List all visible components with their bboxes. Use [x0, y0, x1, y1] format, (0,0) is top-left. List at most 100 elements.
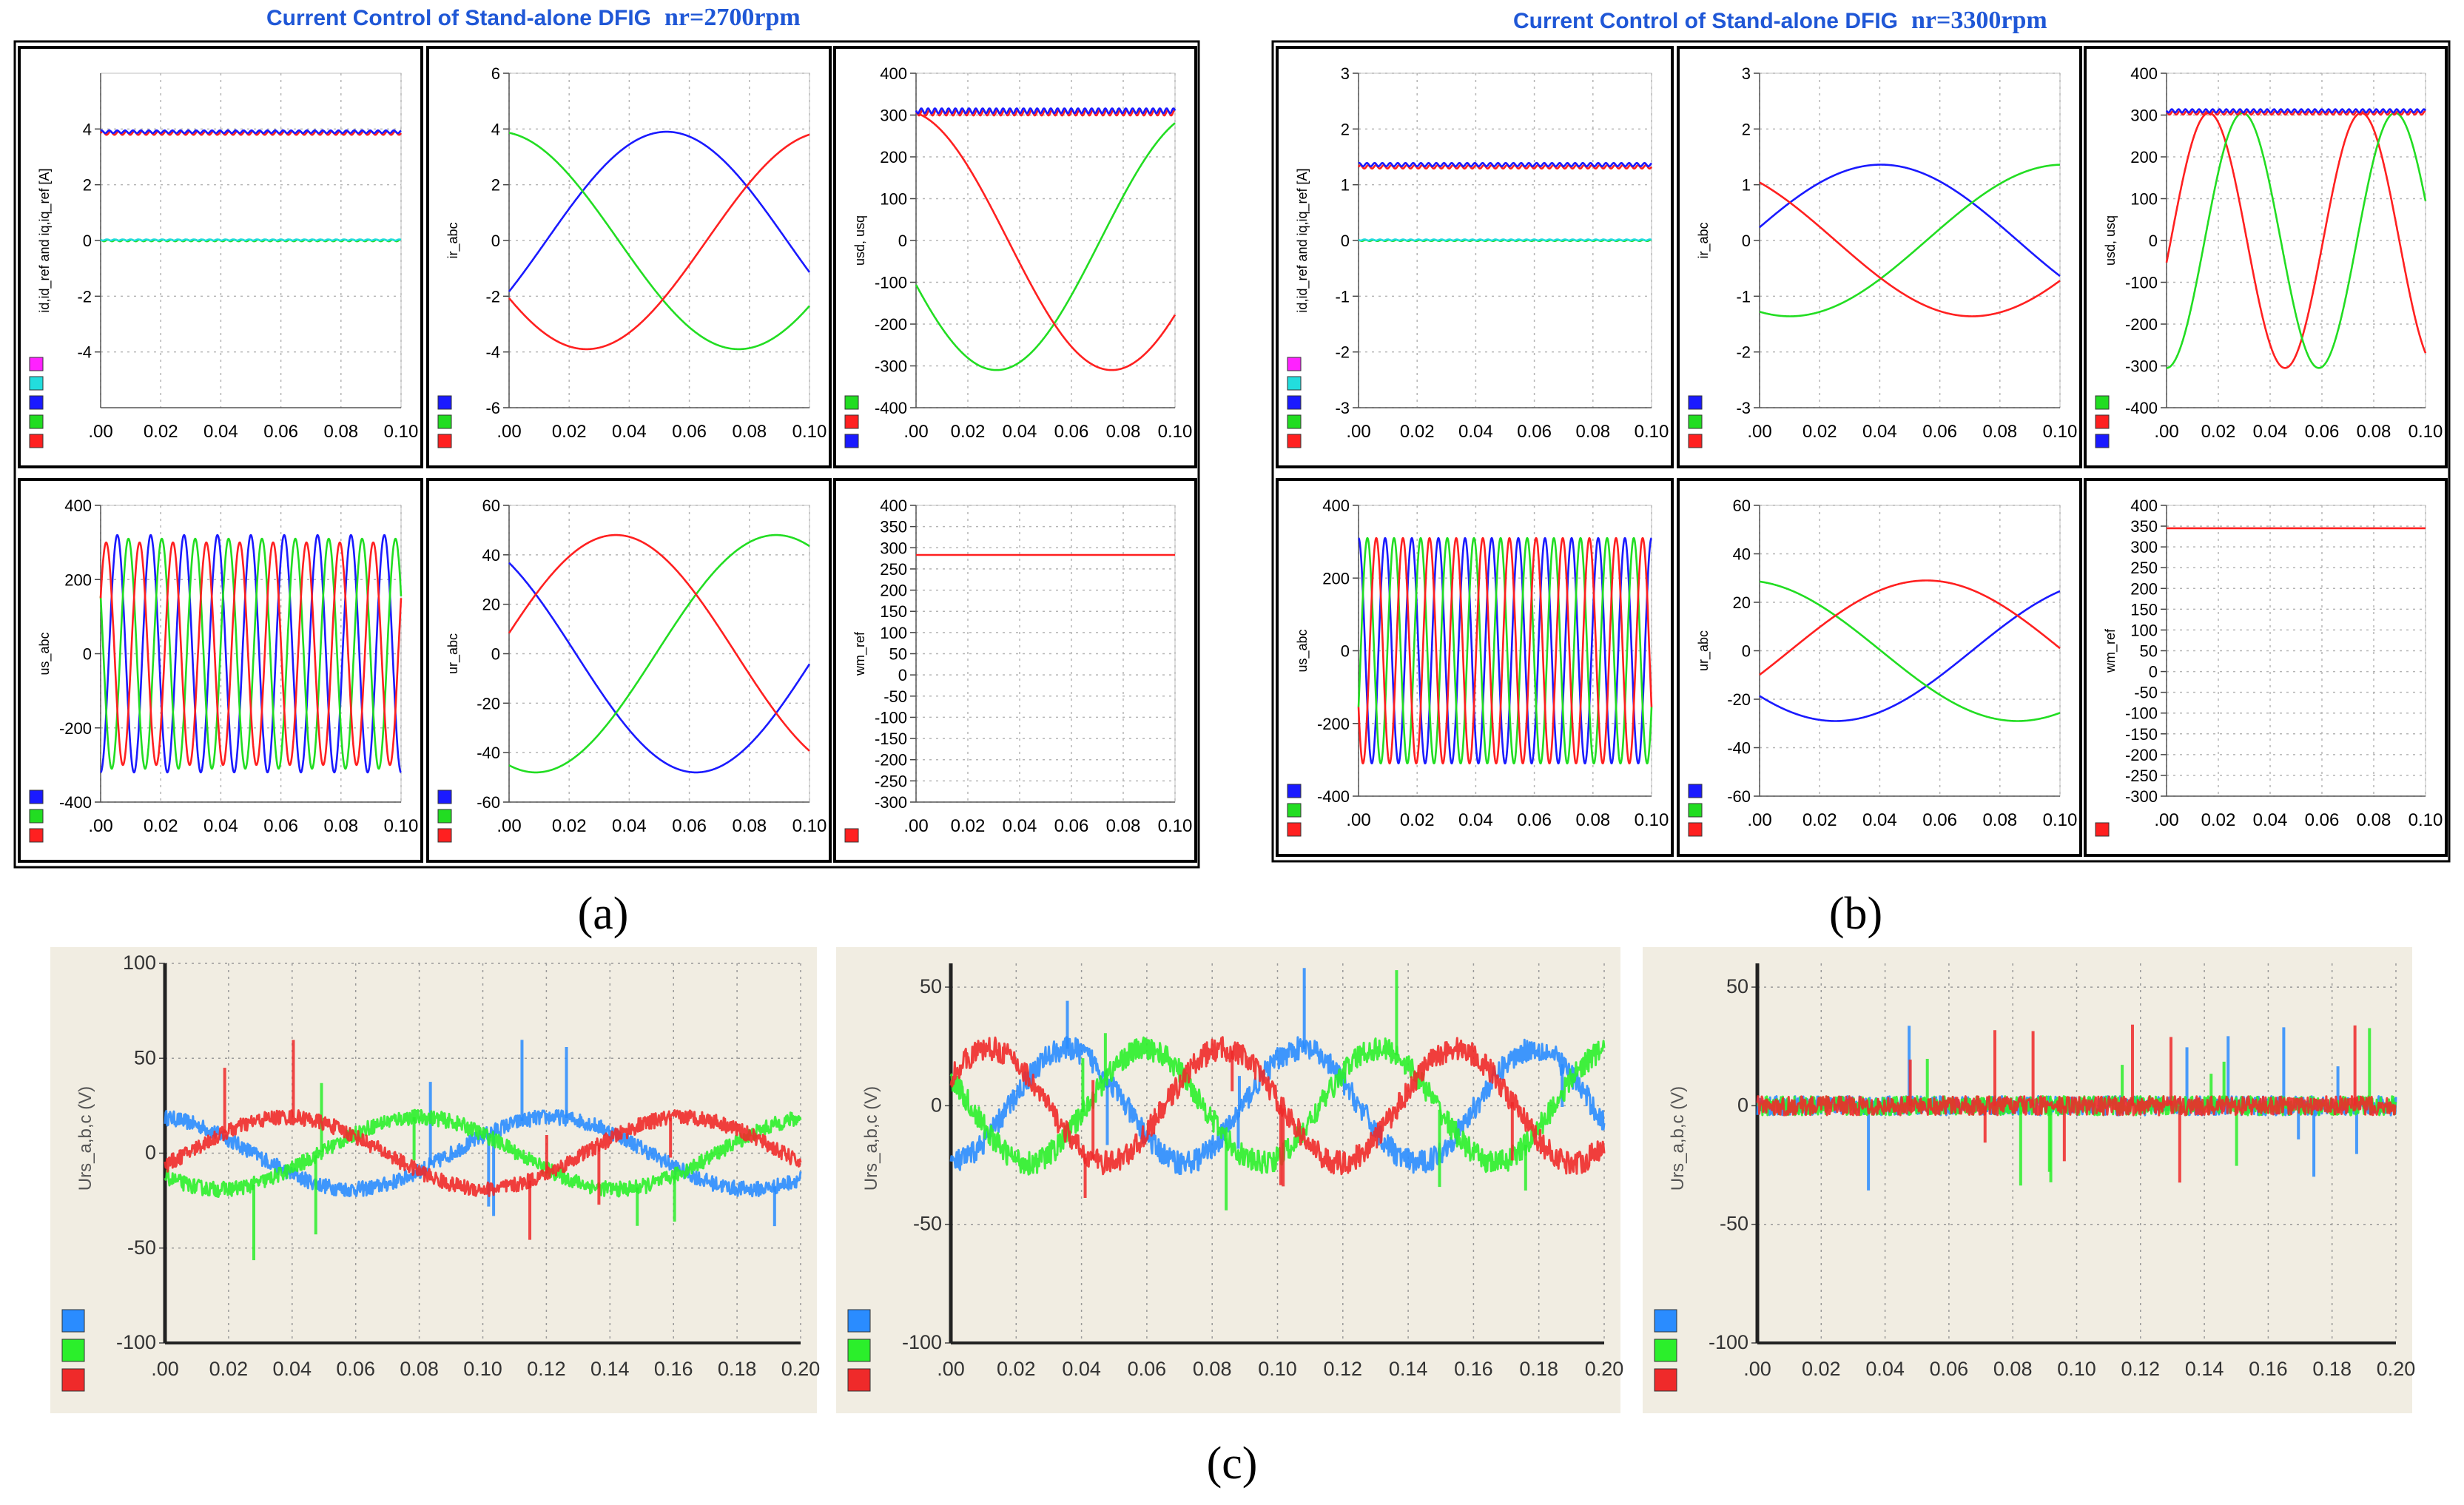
- y-tick-label: 2: [1341, 120, 1350, 138]
- y-tick-label: -300: [875, 357, 907, 376]
- y-tick-label: 50: [2140, 642, 2158, 661]
- y-tick-label: -4: [77, 343, 92, 362]
- x-tick-label: .00: [88, 422, 112, 442]
- x-tick-label: 0.12: [2121, 1358, 2161, 1380]
- series-line-blue: [1358, 162, 1652, 168]
- legend-swatch-cyan: [29, 376, 44, 391]
- series-line-red: [915, 112, 1177, 371]
- y-tick-label: 100: [2130, 621, 2158, 639]
- y-tick-label: -2: [1335, 343, 1350, 362]
- x-tick-label: 0.06: [1128, 1358, 1167, 1380]
- y-tick-label: -100: [875, 274, 907, 292]
- x-tick-label: 0.14: [1389, 1358, 1428, 1380]
- x-tick-label: 0.02: [951, 422, 986, 442]
- chart-b6: .00 0.02 0.04 0.06 0.08 0.10 -300 -250 -200 -150 -…: [2084, 478, 2448, 857]
- series-line-blue: [1759, 164, 2061, 277]
- x-tick-label: 0.08: [400, 1358, 439, 1380]
- x-tick-label: 0.02: [209, 1358, 249, 1380]
- y-tick-label: -250: [2125, 767, 2158, 785]
- x-tick-label: 0.20: [2377, 1358, 2416, 1380]
- x-tick-label: 0.14: [2185, 1358, 2224, 1380]
- y-tick-label: -400: [59, 793, 92, 812]
- series-line-red: [508, 533, 810, 752]
- y-tick-label: 20: [1733, 593, 1751, 612]
- x-tick-label: 0.06: [1517, 422, 1552, 442]
- plot-area: [1759, 73, 2061, 408]
- x-tick-label: .00: [903, 816, 928, 836]
- legend-swatch-green: [29, 414, 44, 429]
- x-tick-label: 0.06: [1054, 816, 1089, 836]
- legend-swatch-green: [1688, 414, 1703, 429]
- y-tick-label: -400: [875, 399, 907, 417]
- x-tick-label: 0.16: [1454, 1358, 1493, 1380]
- y-tick-label: 0: [83, 232, 92, 250]
- y-tick-label: 0: [1742, 232, 1751, 250]
- legend-swatch-blue: [1287, 784, 1302, 798]
- x-tick-label: 0.10: [1158, 422, 1193, 442]
- y-tick-label: 0: [2149, 232, 2158, 250]
- y-tick-label: -20: [477, 694, 500, 713]
- x-tick-label: 0.02: [1400, 810, 1435, 830]
- plot-area: [915, 73, 1176, 408]
- title-b: Current Control of Stand-alone DFIG: [1513, 9, 1898, 33]
- chart-b5: .00 0.02 0.04 0.06 0.08 0.10 -60 -40 -20 0 20 40 60 u…: [1677, 478, 2082, 857]
- legend-swatch-blue: [437, 395, 452, 410]
- y-tick-label: 0: [2149, 663, 2158, 681]
- legend-swatch-red: [1287, 822, 1302, 837]
- x-tick-label: 0.10: [792, 816, 827, 836]
- x-tick-label: 0.04: [1062, 1358, 1101, 1380]
- series-line-blue: [100, 533, 402, 774]
- y-tick-label: 400: [64, 496, 92, 515]
- y-tick-label: -60: [477, 793, 500, 812]
- x-tick-label: .00: [88, 816, 112, 836]
- series-line-red: [508, 133, 810, 351]
- x-tick-label: 0.10: [2043, 810, 2078, 830]
- x-tick-label: 0.06: [672, 422, 707, 442]
- legend-swatch-red: [437, 434, 452, 448]
- legend-swatch-green: [437, 809, 452, 824]
- y-tick-label: 0: [1341, 232, 1350, 250]
- y-tick-label: 60: [482, 496, 500, 515]
- x-tick-label: 0.02: [951, 816, 986, 836]
- y-tick-label: -60: [1727, 787, 1751, 806]
- y-tick-label: 300: [2130, 538, 2158, 556]
- plot-area: [2166, 505, 2426, 797]
- y-tick-label: -200: [59, 719, 92, 738]
- x-tick-label: 0.06: [1517, 810, 1552, 830]
- series-line-cyan: [100, 238, 402, 242]
- x-tick-label: 0.04: [1458, 422, 1493, 442]
- y-tick-label: -2: [77, 287, 92, 306]
- series-line-red: [1759, 181, 2061, 317]
- chart-background: [836, 947, 1620, 1413]
- legend-swatch-green: [1287, 803, 1302, 818]
- x-tick-label: .00: [1346, 422, 1370, 442]
- legend-swatch-blue: [1688, 395, 1703, 410]
- y-tick-label: 0: [931, 1094, 942, 1116]
- y-tick-label: -300: [875, 793, 907, 812]
- x-tick-label: 0.20: [781, 1358, 821, 1380]
- x-tick-label: 0.04: [612, 422, 647, 442]
- group-b-frame: [1271, 40, 2451, 863]
- x-tick-label: 0.08: [1575, 422, 1610, 442]
- x-tick-label: .00: [937, 1358, 965, 1380]
- y-axis-label: ur_abc: [1696, 630, 1711, 671]
- x-tick-label: 0.06: [263, 422, 298, 442]
- legend-swatch-green: [2095, 395, 2110, 410]
- y-tick-label: 250: [880, 560, 907, 579]
- y-tick-label: -4: [485, 343, 500, 362]
- y-tick-label: 200: [2130, 148, 2158, 166]
- x-tick-label: 0.04: [1865, 1358, 1905, 1380]
- series-line-green: [508, 533, 810, 774]
- chart-a4: .00 0.02 0.04 0.06 0.08 0.10 -400 -200 0 200 400 us…: [18, 478, 423, 863]
- y-tick-label: 3: [1341, 64, 1350, 83]
- y-tick-label: 0: [1341, 642, 1350, 661]
- x-tick-label: .00: [496, 422, 521, 442]
- y-axis-label: ir_abc: [445, 222, 461, 258]
- x-tick-label: 0.10: [1158, 816, 1193, 836]
- y-tick-label: -3: [1335, 399, 1350, 417]
- chart-background: [1643, 947, 2412, 1413]
- y-tick-label: -50: [127, 1236, 156, 1259]
- y-tick-label: -40: [1727, 739, 1751, 758]
- plot-area: [100, 505, 402, 803]
- x-tick-label: 0.08: [2357, 810, 2391, 830]
